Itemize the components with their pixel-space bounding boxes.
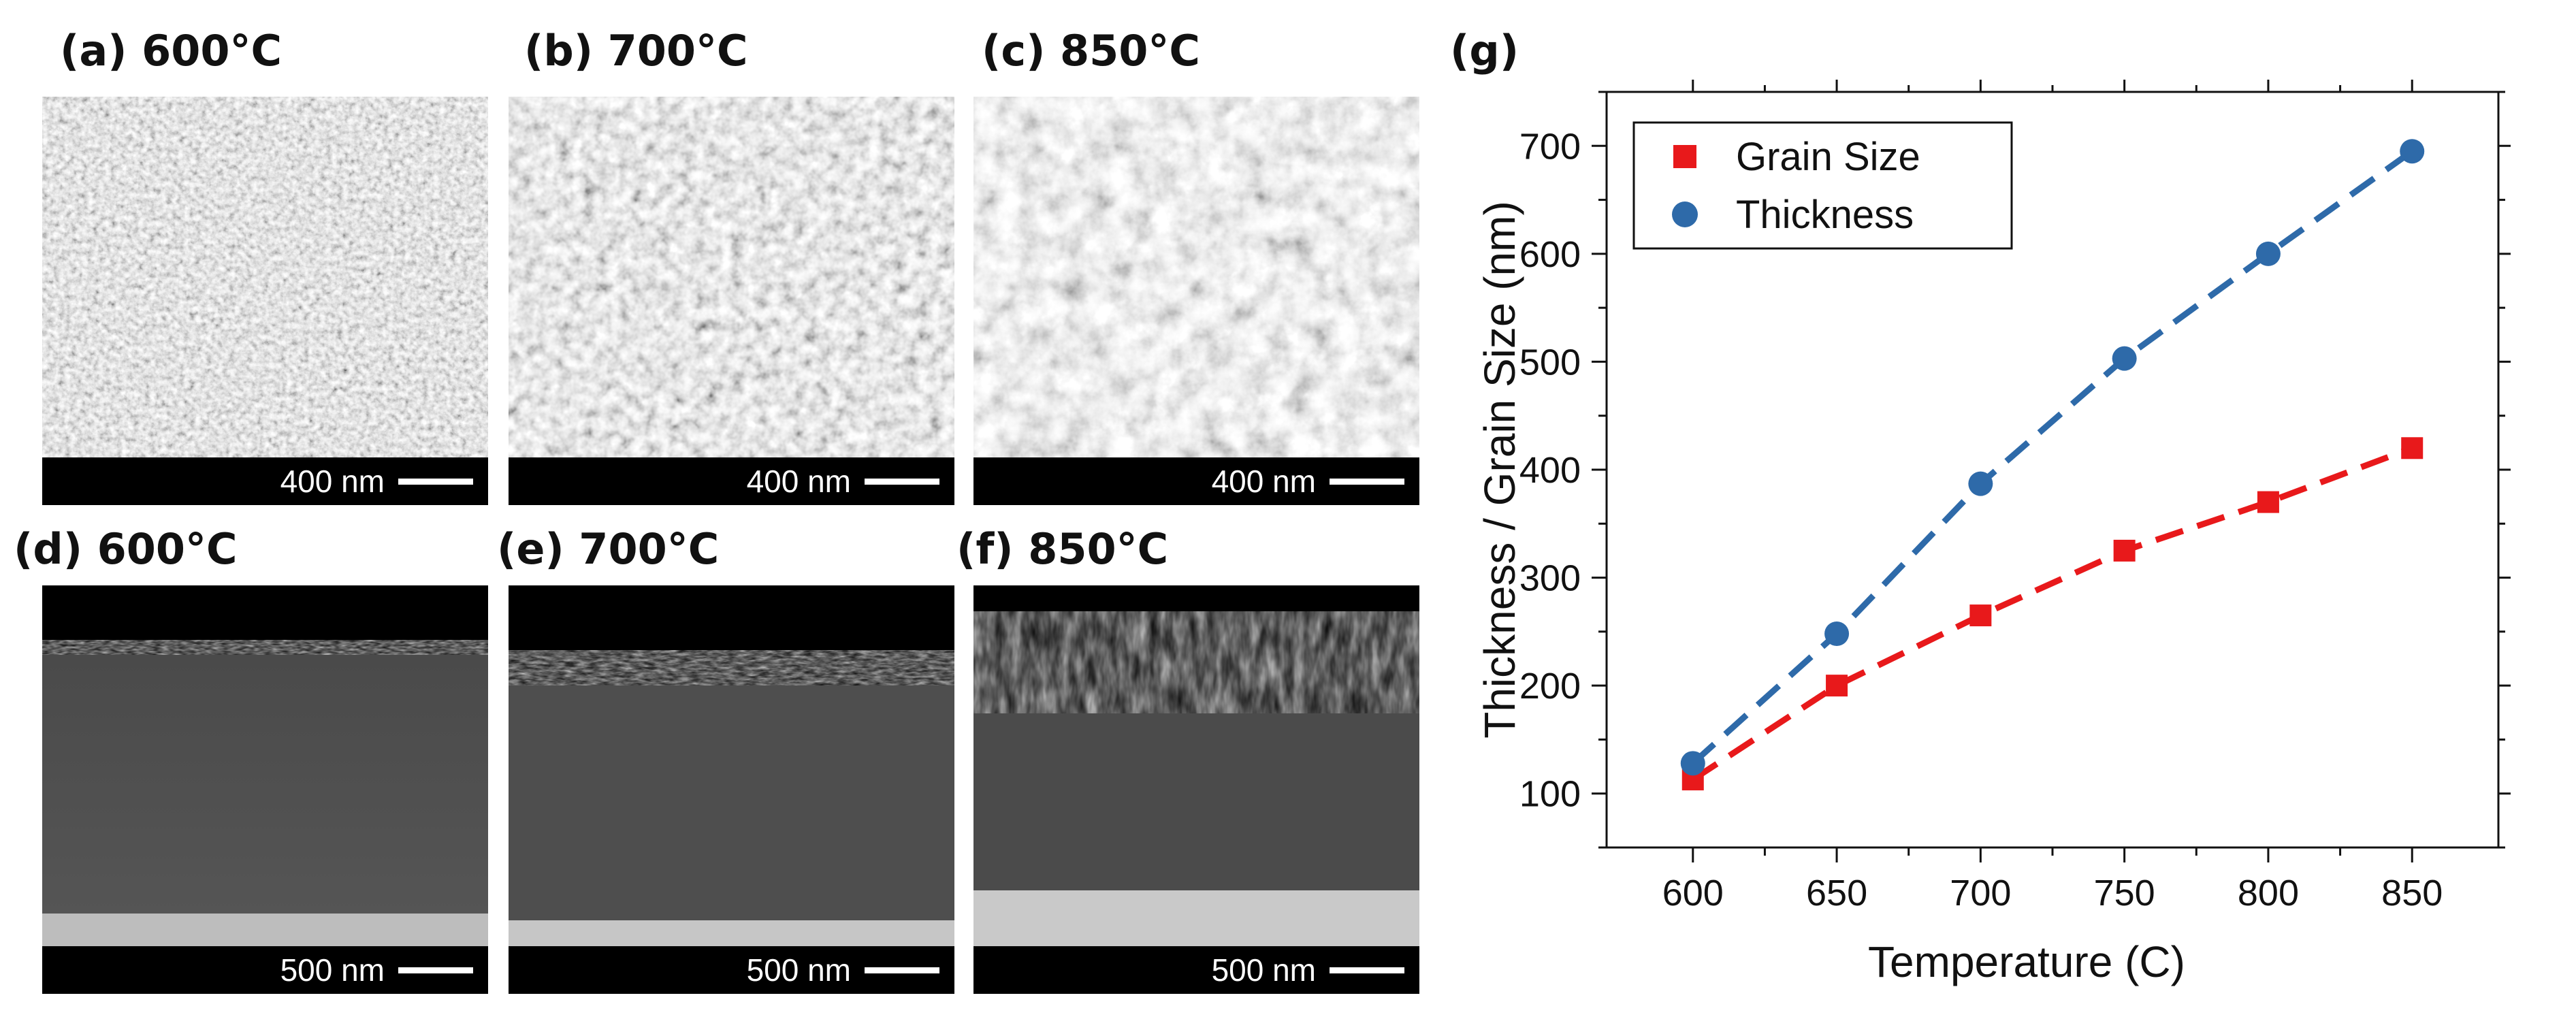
x-tick-label: 700	[1950, 873, 2011, 914]
scale-bar-label: 500 nm	[280, 952, 385, 988]
scale-bar-label: 500 nm	[746, 952, 851, 988]
thickness-point	[2255, 241, 2281, 266]
scale-bar-line	[865, 967, 939, 973]
y-tick-label: 600	[1519, 234, 1581, 275]
panel-label-b: (b) 700°C	[524, 26, 748, 76]
sem-crosssection-600c-image: 500 nm	[42, 585, 488, 994]
panel-label-f: (f) 850°C	[956, 524, 1169, 574]
panel-label-e: (e) 700°C	[497, 524, 720, 574]
x-tick-label: 750	[2094, 873, 2155, 914]
grain-size-point	[2113, 539, 2136, 562]
y-tick-label: 200	[1519, 666, 1581, 707]
scale-bar-line	[398, 967, 473, 973]
scale-bar-label: 400 nm	[1211, 464, 1316, 499]
legend-grain-size-marker	[1673, 145, 1696, 168]
chart-legend: Grain Size Thickness	[1632, 121, 2013, 250]
legend-box	[1632, 121, 2013, 250]
sem-topview-850c-image: 400 nm	[973, 97, 1419, 505]
sem-crosssection-700c-image: 500 nm	[509, 585, 954, 994]
fit-lines	[1690, 148, 2414, 782]
scale-bar-strip: 400 nm	[973, 457, 1419, 505]
y-tick-label: 400	[1519, 450, 1581, 491]
grain-size-point	[2401, 437, 2424, 459]
grain-size-fit-line	[1691, 445, 2413, 782]
y-axis: 100 200 300 400 500 600 700	[1519, 91, 2511, 849]
scale-bar-line	[1330, 479, 1404, 485]
y-tick-label: 300	[1519, 558, 1581, 599]
scale-bar-strip: 500 nm	[42, 946, 488, 994]
scale-bar-line	[1330, 967, 1404, 973]
thickness-point	[1824, 621, 1850, 647]
sem-topview-600c-image: 400 nm	[42, 97, 488, 505]
y-axis-label: Thickness / Grain Size (nm)	[1475, 201, 1524, 739]
x-tick-label: 800	[2238, 873, 2299, 914]
sem-crosssection-850c-image: 500 nm	[973, 585, 1419, 994]
thickness-point	[1968, 471, 1993, 496]
x-tick-label: 600	[1662, 873, 1724, 914]
legend-thickness-label: Thickness	[1736, 193, 1914, 237]
grain-size-point	[2257, 491, 2279, 513]
x-tick-label: 850	[2381, 873, 2443, 914]
scale-bar-strip: 500 nm	[509, 946, 954, 994]
x-tick-label: 650	[1806, 873, 1867, 914]
scale-bar-strip: 400 nm	[42, 457, 488, 505]
data-markers	[1680, 139, 2425, 791]
panel-label-d: (d) 600°C	[14, 524, 238, 574]
scale-bar-label: 500 nm	[1211, 952, 1316, 988]
panel-label-g: (g)	[1450, 26, 1519, 76]
scale-bar-line	[398, 479, 473, 485]
legend-thickness-marker	[1672, 201, 1698, 227]
thickness-point	[1680, 751, 1705, 776]
x-axis: 600 650 700 750 800 850	[1662, 80, 2443, 914]
y-tick-label: 500	[1519, 342, 1581, 383]
scale-bar-strip: 400 nm	[509, 457, 954, 505]
thickness-fit-line	[1690, 148, 2414, 766]
y-tick-label: 100	[1519, 774, 1581, 815]
y-tick-label: 700	[1519, 126, 1581, 167]
panel-label-c: (c) 850°C	[982, 26, 1200, 76]
thickness-point	[2400, 139, 2425, 164]
panel-label-a: (a) 600°C	[60, 26, 283, 76]
grain-size-point	[1969, 604, 1992, 627]
grain-size-point	[1826, 675, 1848, 697]
scale-bar-label: 400 nm	[746, 464, 851, 499]
sem-topview-700c-image: 400 nm	[509, 97, 954, 505]
thickness-point	[2112, 346, 2137, 371]
x-axis-label: Temperature (C)	[1868, 937, 2185, 986]
grain-thickness-chart: 600 650 700 750 800 850 100 200 300 400 500 600 700…	[1475, 80, 2511, 986]
scale-bar-label: 400 nm	[280, 464, 385, 499]
legend-grain-size-label: Grain Size	[1736, 135, 1920, 179]
scale-bar-strip: 500 nm	[973, 946, 1419, 994]
scale-bar-line	[865, 479, 939, 485]
